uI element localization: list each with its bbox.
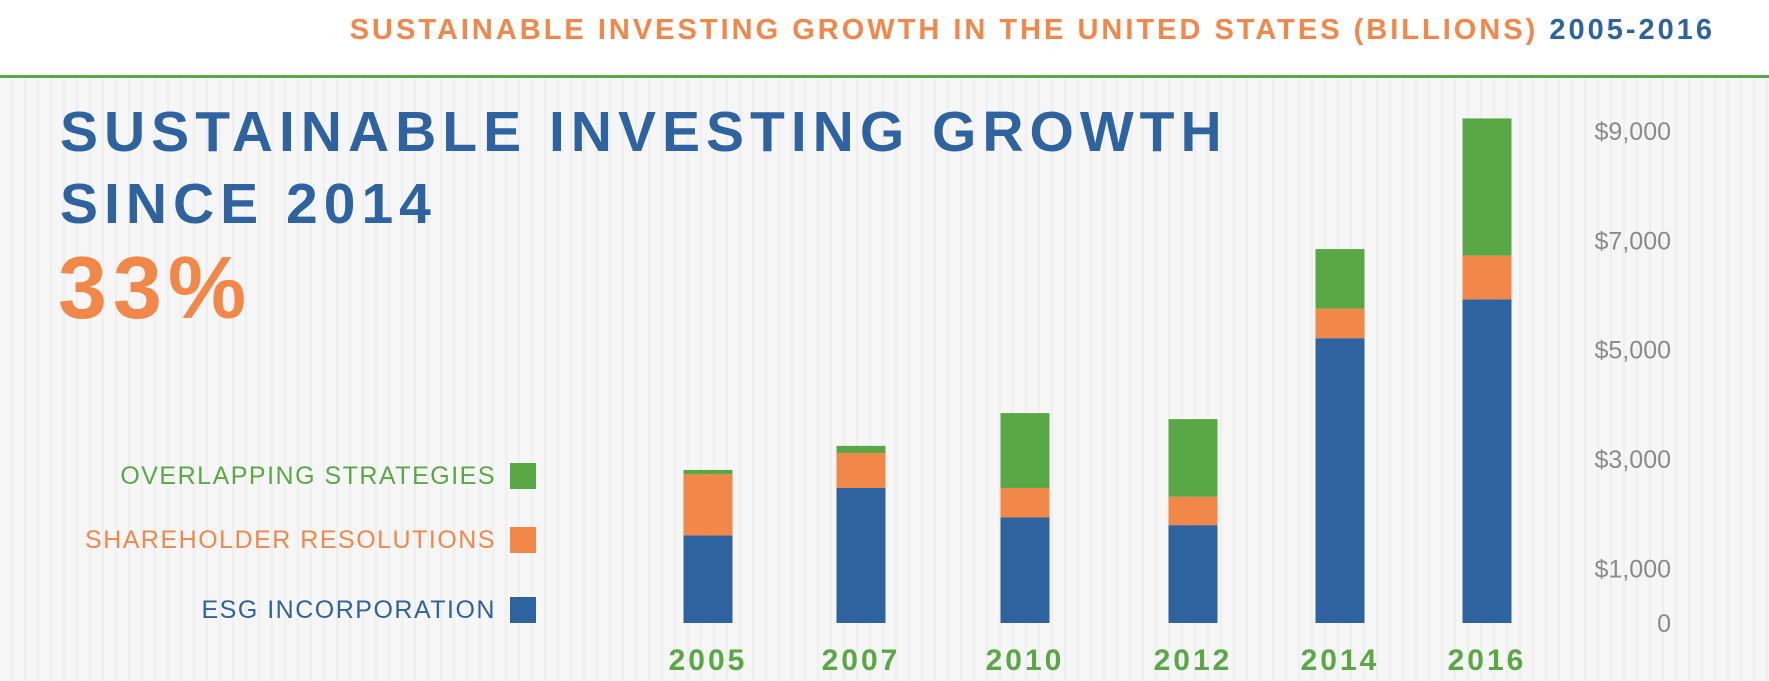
y-tick-label-0: 0 xyxy=(1657,610,1671,638)
legend-item-shareholder: SHAREHOLDER RESOLUTIONS xyxy=(85,525,536,555)
bar-2010-shareholder xyxy=(1000,487,1050,518)
legend-label-shareholder: SHAREHOLDER RESOLUTIONS xyxy=(85,525,496,554)
bar-2016-overlapping xyxy=(1462,118,1512,256)
bar-2005-esg xyxy=(683,535,733,623)
bar-2012-esg xyxy=(1168,525,1218,623)
x-axis-ticks: 2005 2007 2010 2012 2014 2016 xyxy=(669,644,1527,677)
x-tick-label-2005: 2005 xyxy=(669,644,748,677)
headline-line-1: SUSTAINABLE INVESTING GROWTH xyxy=(60,100,1228,164)
bar-2005-shareholder xyxy=(683,474,733,536)
bar-2010-overlapping xyxy=(1000,413,1050,488)
banner-title: SUSTAINABLE INVESTING GROWTH IN THE UNIT… xyxy=(350,14,1715,47)
headline: SUSTAINABLE INVESTING GROWTH SINCE 2014 xyxy=(60,96,1228,240)
y-tick-label-5000: $5,000 xyxy=(1595,337,1671,365)
legend-swatch-shareholder xyxy=(510,527,536,553)
x-tick-label-2010: 2010 xyxy=(986,644,1065,677)
bar-2016-esg xyxy=(1462,299,1512,623)
bar-2014-esg xyxy=(1315,338,1365,623)
growth-percent: 33% xyxy=(58,238,253,337)
legend-swatch-overlapping xyxy=(510,463,536,489)
legend-swatch-esg xyxy=(510,597,536,623)
x-tick-label-2016: 2016 xyxy=(1448,644,1527,677)
bar-2014-overlapping xyxy=(1315,249,1365,309)
y-tick-label-7000: $7,000 xyxy=(1595,227,1671,255)
bar-2007-shareholder xyxy=(836,452,886,488)
bar-2007-esg xyxy=(836,487,886,623)
bar-2012-overlapping xyxy=(1168,419,1218,497)
x-tick-label-2014: 2014 xyxy=(1301,644,1380,677)
headline-line-2: SINCE 2014 xyxy=(60,172,437,236)
legend-label-overlapping: OVERLAPPING STRATEGIES xyxy=(120,461,496,490)
y-tick-label-1000: $1,000 xyxy=(1595,555,1671,583)
bar-2014-shareholder xyxy=(1315,308,1365,339)
y-axis-ticks: 0 $1,000 $3,000 $5,000 $7,000 $9,000 xyxy=(1595,118,1671,638)
bar-2007-overlapping xyxy=(836,445,886,453)
bar-2010-esg xyxy=(1000,517,1050,623)
bar-2016-shareholder xyxy=(1462,255,1512,300)
bar-2005-overlapping xyxy=(683,469,733,475)
legend-item-esg: ESG INCORPORATION xyxy=(201,595,536,625)
chart-bars xyxy=(683,118,1512,623)
y-tick-label-9000: $9,000 xyxy=(1595,118,1671,146)
legend-label-esg: ESG INCORPORATION xyxy=(201,595,496,624)
legend-item-overlapping: OVERLAPPING STRATEGIES xyxy=(120,461,536,491)
banner-title-years: 2005-2016 xyxy=(1549,14,1715,46)
banner-title-main: SUSTAINABLE INVESTING GROWTH IN THE UNIT… xyxy=(349,14,1539,46)
title-banner: SUSTAINABLE INVESTING GROWTH IN THE UNIT… xyxy=(0,0,1769,78)
bar-2012-shareholder xyxy=(1168,496,1218,526)
y-tick-label-3000: $3,000 xyxy=(1595,446,1671,474)
x-tick-label-2012: 2012 xyxy=(1154,644,1233,677)
x-tick-label-2007: 2007 xyxy=(822,644,901,677)
